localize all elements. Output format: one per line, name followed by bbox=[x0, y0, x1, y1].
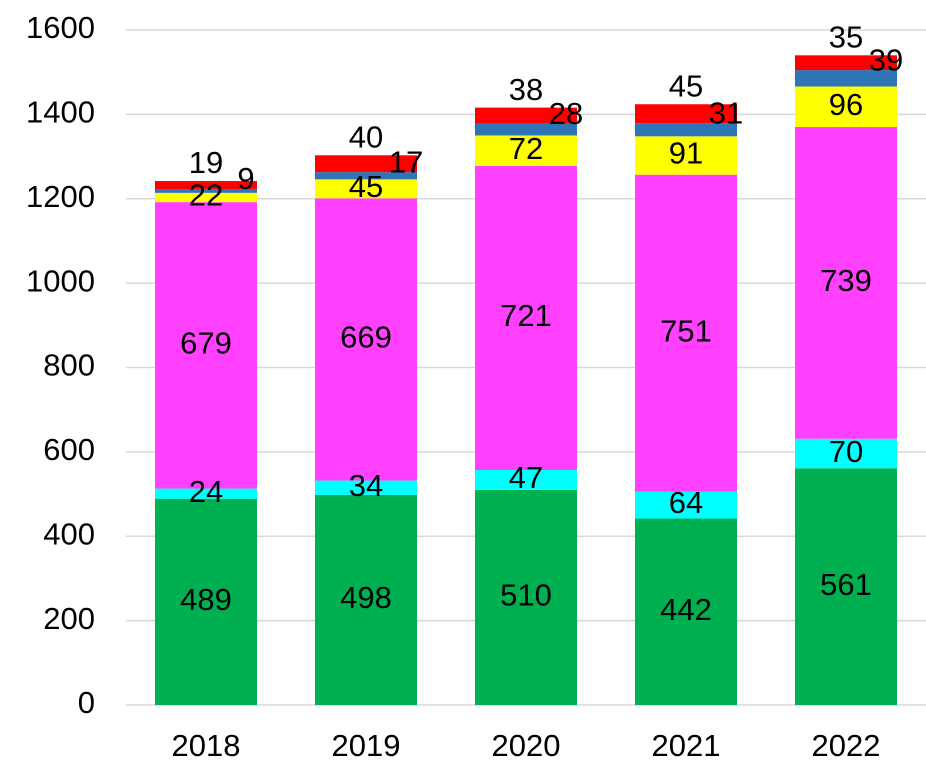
bar-segment bbox=[155, 189, 257, 193]
data-label: 34 bbox=[349, 468, 383, 503]
bar-segment bbox=[635, 123, 737, 137]
data-label: 96 bbox=[829, 87, 863, 122]
data-label: 510 bbox=[500, 578, 552, 613]
bar-segment bbox=[475, 123, 577, 136]
data-label: 22 bbox=[189, 178, 223, 213]
data-label: 38 bbox=[509, 72, 543, 107]
data-label: 442 bbox=[660, 592, 712, 627]
y-tick-label: 400 bbox=[43, 516, 95, 551]
y-tick-label: 600 bbox=[43, 432, 95, 467]
data-label: 24 bbox=[189, 474, 223, 509]
bar-segment bbox=[795, 127, 897, 439]
data-label: 91 bbox=[669, 136, 703, 171]
y-tick-label: 1200 bbox=[26, 179, 95, 214]
data-label: 28 bbox=[549, 96, 583, 131]
data-label: 669 bbox=[340, 320, 392, 355]
bar-segment bbox=[155, 498, 257, 705]
data-label: 9 bbox=[237, 161, 254, 196]
bar-segment bbox=[315, 494, 417, 705]
x-tick-label: 2019 bbox=[332, 728, 401, 763]
bar-segment bbox=[315, 480, 417, 495]
data-label: 72 bbox=[509, 131, 543, 166]
y-tick-label: 800 bbox=[43, 348, 95, 383]
data-label: 47 bbox=[509, 460, 543, 495]
data-label: 64 bbox=[669, 485, 703, 520]
x-tick-label: 2021 bbox=[652, 728, 721, 763]
bar-segment bbox=[475, 107, 577, 124]
bar-segment bbox=[155, 488, 257, 499]
x-tick-label: 2022 bbox=[812, 728, 881, 763]
data-label: 489 bbox=[180, 582, 232, 617]
bar-segment bbox=[155, 181, 257, 190]
data-label: 35 bbox=[829, 20, 863, 55]
bar-segment bbox=[635, 136, 737, 175]
bar-segment bbox=[795, 468, 897, 705]
bar-segment bbox=[795, 86, 897, 128]
data-label: 739 bbox=[820, 263, 872, 298]
bar-segment bbox=[795, 70, 897, 87]
y-tick-label: 1000 bbox=[26, 263, 95, 298]
bar-segment bbox=[635, 174, 737, 492]
data-label: 70 bbox=[829, 434, 863, 469]
bar-segment bbox=[155, 192, 257, 203]
data-label: 31 bbox=[709, 95, 743, 130]
bar-segment bbox=[475, 470, 577, 490]
bar-segment bbox=[475, 135, 577, 166]
y-tick-label: 1400 bbox=[26, 95, 95, 130]
y-tick-label: 200 bbox=[43, 601, 95, 636]
data-label: 17 bbox=[389, 144, 423, 179]
bar-segment bbox=[315, 179, 417, 199]
bar-segment bbox=[315, 155, 417, 173]
bar-segment bbox=[635, 491, 737, 519]
bar-segment bbox=[315, 198, 417, 481]
bar-segment bbox=[475, 165, 577, 471]
bar-segment bbox=[635, 518, 737, 705]
bar-segment bbox=[315, 172, 417, 180]
bar-segment bbox=[475, 489, 577, 705]
data-label: 40 bbox=[349, 119, 383, 154]
data-label: 561 bbox=[820, 567, 872, 602]
bar-segment bbox=[795, 438, 897, 469]
bar-segment bbox=[155, 202, 257, 489]
x-tick-label: 2018 bbox=[172, 728, 241, 763]
data-label: 679 bbox=[180, 326, 232, 361]
bar-segment bbox=[635, 104, 737, 124]
data-label: 19 bbox=[189, 145, 223, 180]
y-tick-label: 0 bbox=[78, 685, 95, 720]
data-label: 721 bbox=[500, 298, 552, 333]
data-label: 498 bbox=[340, 580, 392, 615]
data-label: 45 bbox=[669, 68, 703, 103]
y-tick-label: 1600 bbox=[26, 10, 95, 45]
data-label: 751 bbox=[660, 313, 712, 348]
x-tick-label: 2020 bbox=[492, 728, 561, 763]
data-label: 39 bbox=[869, 42, 903, 77]
bar-segment bbox=[795, 55, 897, 71]
data-label: 45 bbox=[349, 169, 383, 204]
